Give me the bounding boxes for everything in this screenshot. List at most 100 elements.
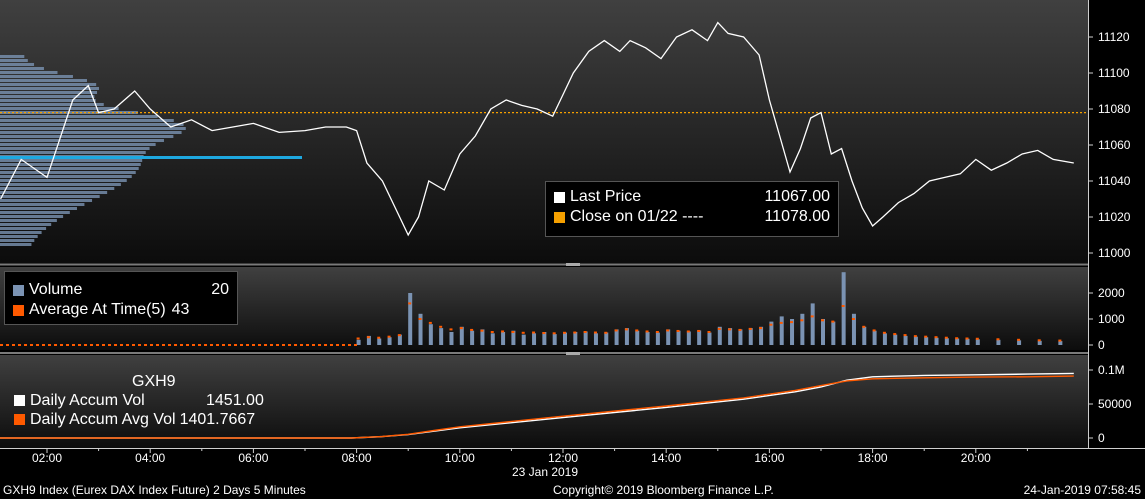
profile-bar <box>0 91 98 94</box>
avg-at-time-mark <box>168 344 171 346</box>
avg-at-time-mark <box>624 328 628 331</box>
price-axis-tick-label: 11080 <box>1098 102 1131 116</box>
avg-at-time-mark <box>397 334 401 337</box>
volume-bar <box>841 272 846 345</box>
x-tick-label: 06:00 <box>238 451 268 465</box>
volume-bar <box>903 335 908 345</box>
volume-bar <box>831 321 836 345</box>
profile-bar <box>0 87 99 90</box>
volume-bar <box>748 328 753 345</box>
accum-legend[interactable]: GXH9 Daily Accum Vol 1451.00 Daily Accum… <box>14 372 264 429</box>
avg-at-time-mark <box>862 325 866 328</box>
avg-at-time-mark <box>222 344 225 346</box>
avg-at-time-mark <box>872 329 876 332</box>
profile-bar <box>0 191 108 194</box>
avg-at-time-mark <box>36 344 39 346</box>
accum-axis-tick-label: 0.1M <box>1098 363 1125 377</box>
avg-at-time-mark <box>480 329 484 332</box>
avg-at-time-mark <box>841 305 845 307</box>
avg-at-time-mark <box>686 330 690 333</box>
profile-bar <box>0 75 73 78</box>
volume-bar <box>470 330 475 345</box>
orange-square-icon <box>13 304 24 316</box>
price-layer <box>0 21 1088 237</box>
avg-at-time-mark <box>174 344 177 346</box>
avg-at-time-mark <box>924 335 928 338</box>
avg-at-time-mark <box>408 302 412 305</box>
volume-bar <box>666 329 671 345</box>
avg-at-time-mark <box>240 344 243 346</box>
legend-row-accum-avg: Daily Accum Avg Vol 1401.7667 <box>14 410 264 429</box>
x-axis: 02:00 04:00 06:00 08:00 10:00 12:00 14:00 16:00… <box>32 448 1028 479</box>
avg-at-time-mark <box>120 344 123 346</box>
profile-bar <box>0 183 121 186</box>
avg-at-time-mark <box>258 344 261 346</box>
avg-at-time-mark <box>903 334 907 337</box>
white-square-icon <box>554 191 565 203</box>
legend-accum-avg-label: Daily Accum Avg Vol <box>30 411 176 428</box>
volume-bar <box>1058 341 1063 345</box>
resize-handle-2[interactable] <box>566 352 580 355</box>
volume-legend[interactable]: Volume 20 Average At Time(5) 43 <box>4 271 238 325</box>
profile-poc-bar <box>0 156 302 159</box>
profile-bar <box>0 119 174 122</box>
avg-at-time-mark <box>276 344 279 346</box>
avg-at-time-mark <box>186 344 189 346</box>
avg-at-time-mark <box>377 336 381 339</box>
x-tick-label: 20:00 <box>961 451 991 465</box>
profile-bar <box>0 59 28 62</box>
avg-at-time-mark <box>198 344 201 346</box>
volume-bar <box>480 329 485 345</box>
avg-at-time-mark <box>955 337 959 340</box>
price-axis-tick-label: 11020 <box>1098 210 1131 224</box>
volume-bar <box>635 330 640 345</box>
avg-at-time-mark <box>96 344 99 346</box>
profile-bar <box>0 135 174 138</box>
profile-bar <box>0 243 32 246</box>
avg-at-time-mark <box>1037 339 1041 342</box>
volume-bar <box>934 337 939 345</box>
footer-timestamp: 24-Jan-2019 07:58:45 <box>1023 483 1141 497</box>
legend-last-price-label: Last Price <box>570 188 642 205</box>
volume-bar <box>428 324 433 345</box>
avg-at-time-mark <box>552 332 556 335</box>
legend-row-accum: Daily Accum Vol 1451.00 <box>14 391 264 410</box>
avg-at-time-mark <box>996 338 1000 341</box>
profile-bar <box>0 159 143 162</box>
price-legend[interactable]: Last Price 11067.00 Close on 01/22 ---- … <box>545 181 839 237</box>
volume-bar <box>800 313 805 345</box>
resize-handle-1[interactable] <box>566 263 580 266</box>
x-date-label: 23 Jan 2019 <box>512 465 578 479</box>
profile-bar <box>0 167 139 170</box>
accum-axis-tick-label: 0 <box>1098 431 1105 445</box>
avg-at-time-mark <box>490 331 494 333</box>
volume-bar <box>686 331 691 345</box>
avg-at-time-mark <box>779 321 783 324</box>
avg-at-time-mark <box>501 330 505 333</box>
avg-at-time-mark <box>356 337 360 340</box>
volume-bar <box>707 332 712 345</box>
volume-bar <box>738 329 743 345</box>
avg-at-time-mark <box>738 328 742 331</box>
avg-at-time-mark <box>54 344 57 346</box>
white-square-icon <box>14 395 25 406</box>
legend-volume-label: Volume <box>29 281 83 298</box>
volume-axis-tick-label: 0 <box>1098 338 1105 352</box>
legend-row-volume: Volume 20 <box>13 280 229 300</box>
avg-at-time-mark <box>336 344 339 346</box>
avg-at-time-mark <box>542 332 546 335</box>
last-price-line <box>0 21 1074 237</box>
volume-bar <box>872 330 877 345</box>
volume-bar <box>769 321 774 345</box>
accum-layer <box>0 372 1074 439</box>
avg-at-time-mark <box>66 344 69 346</box>
avg-at-time-mark <box>300 344 303 346</box>
volume-bar <box>851 313 856 345</box>
profile-bar <box>0 131 182 134</box>
avg-at-time-mark <box>748 327 752 330</box>
volume-bar <box>583 331 588 345</box>
avg-at-time-mark <box>330 344 333 346</box>
avg-at-time-mark <box>521 331 525 334</box>
profile-bar <box>0 215 64 218</box>
